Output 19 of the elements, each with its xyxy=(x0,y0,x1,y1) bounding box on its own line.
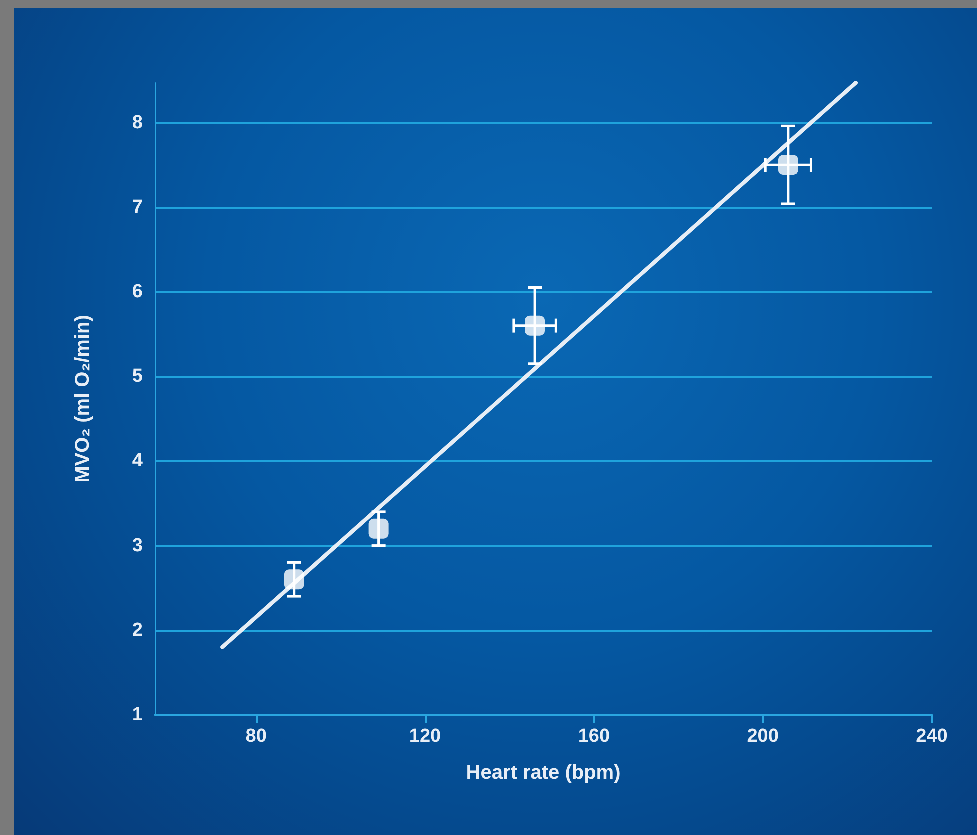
y-tick-label: 4 xyxy=(132,450,144,472)
x-tick-label: 160 xyxy=(578,726,610,747)
point xyxy=(778,155,798,176)
y-tick-label: 8 xyxy=(132,112,143,134)
x-tick-label: 120 xyxy=(409,726,442,747)
y-tick-label: 2 xyxy=(132,620,143,641)
x-axis-title: Heart rate (bpm) xyxy=(466,762,621,784)
y-tick-label: 7 xyxy=(132,196,143,218)
y-axis-title: MVO₂ (ml O₂/min) xyxy=(72,315,94,483)
x-tick-label: 200 xyxy=(747,726,779,747)
y-tick-label: 5 xyxy=(132,366,144,388)
y-tick-label: 6 xyxy=(132,281,143,302)
point xyxy=(284,570,304,590)
point xyxy=(368,518,389,539)
y-tick-label: 3 xyxy=(132,535,143,556)
y-tick-label: 1 xyxy=(132,704,144,726)
x-tick-label: 80 xyxy=(246,726,267,747)
point xyxy=(525,316,546,336)
x-tick-label: 240 xyxy=(916,726,948,747)
